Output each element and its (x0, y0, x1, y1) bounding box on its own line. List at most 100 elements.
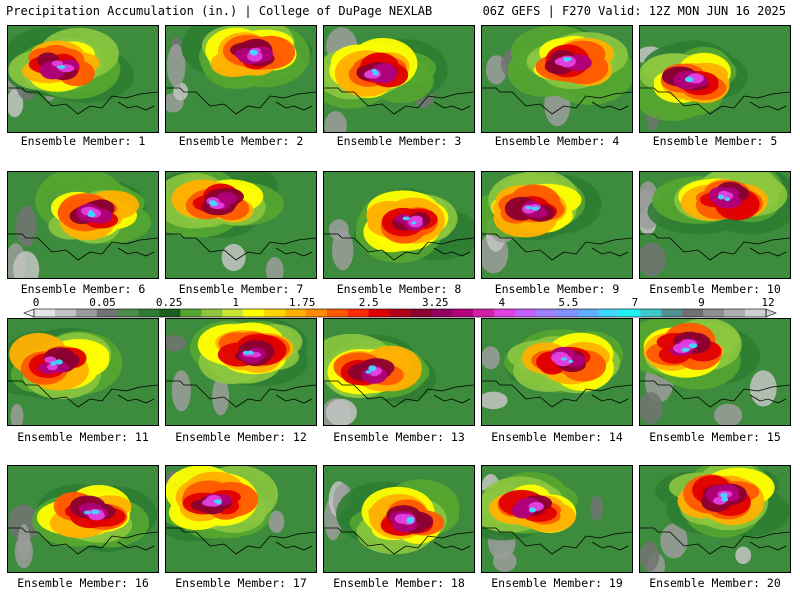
boundary-line (324, 233, 474, 261)
colorbar-segment (75, 309, 98, 317)
ensemble-member-map (7, 25, 159, 133)
ensemble-member-label: Ensemble Member: 17 (175, 576, 307, 590)
ensemble-member-map (7, 318, 159, 426)
colorbar-tick-label: 12 (761, 296, 774, 309)
colorbar-segment (201, 309, 223, 317)
boundary-line (8, 87, 158, 115)
ensemble-member-map (323, 171, 475, 279)
colorbar-tick-label: 0.25 (156, 296, 183, 309)
colorbar-segment (640, 309, 662, 317)
boundary-line (166, 87, 316, 115)
ensemble-member-map (639, 465, 791, 573)
precipitation-field (166, 466, 316, 572)
boundary-line (324, 380, 474, 408)
precipitation-field (324, 26, 474, 132)
ensemble-member-map (7, 171, 159, 279)
colorbar-segment (494, 309, 516, 317)
boundary-line (166, 233, 316, 261)
precipitation-field (640, 319, 790, 425)
colorbar-segment (619, 309, 641, 317)
colorbar-segment (535, 309, 558, 317)
coastline (433, 394, 471, 404)
colorbar-segment (284, 309, 307, 317)
colorbar-segment (347, 309, 370, 317)
ensemble-member-label: Ensemble Member: 19 (491, 576, 623, 590)
coastline (275, 394, 313, 404)
precipitation-field (8, 319, 158, 425)
boundary-line (166, 527, 316, 555)
precipitation-field (166, 319, 316, 425)
coastline (591, 541, 629, 551)
chart-title: Precipitation Accumulation (in.) | Colle… (6, 4, 433, 18)
colorbar-segment (305, 309, 328, 317)
coastline (433, 541, 471, 551)
precipitation-field (482, 319, 632, 425)
ensemble-member-map (639, 25, 791, 133)
ensemble-member-label: Ensemble Member: 9 (494, 282, 620, 296)
coastline (275, 101, 313, 111)
colorbar-max-arrow (765, 308, 777, 318)
boundary-line (640, 380, 790, 408)
ensemble-member-map (481, 25, 633, 133)
boundary-line (166, 380, 316, 408)
ensemble-member-label: Ensemble Member: 16 (17, 576, 149, 590)
precipitation-field (324, 172, 474, 278)
model-run-info: 06Z GEFS | F270 Valid: 12Z MON JUN 16 20… (482, 4, 786, 18)
colorbar-segment (598, 309, 620, 317)
precipitation-field (640, 172, 790, 278)
ensemble-member-label: Ensemble Member: 6 (20, 282, 146, 296)
colorbar-tick-label: 5.5 (558, 296, 578, 309)
precipitation-field (166, 172, 316, 278)
coastline (117, 247, 155, 257)
colorbar-segment (368, 309, 390, 317)
boundary-line (640, 87, 790, 115)
colorbar-segment (264, 309, 286, 317)
ensemble-member-label: Ensemble Member: 5 (652, 134, 778, 148)
colorbar-min-arrow (23, 308, 35, 318)
ensemble-member-map (481, 171, 633, 279)
boundary-line (482, 380, 632, 408)
colorbar-segment (577, 309, 600, 317)
precipitation-field (482, 466, 632, 572)
precipitation-colorbar: 0 0.05 0.25 1 1.75 2.5 3.25 4 5.5 7 9 12 (23, 296, 777, 318)
ensemble-member-map (481, 465, 633, 573)
precipitation-field (640, 466, 790, 572)
coastline (275, 541, 313, 551)
ensemble-member-map (165, 465, 317, 573)
colorbar-segment (661, 309, 683, 317)
boundary-line (482, 233, 632, 261)
colorbar-tick-label: 4 (499, 296, 506, 309)
ensemble-member-label: Ensemble Member: 11 (17, 430, 149, 444)
ensemble-member-label: Ensemble Member: 4 (494, 134, 620, 148)
ensemble-member-label: Ensemble Member: 15 (649, 430, 781, 444)
boundary-line (8, 233, 158, 261)
ensemble-member-map (7, 465, 159, 573)
precipitation-field (8, 26, 158, 132)
ensemble-member-label: Ensemble Member: 13 (333, 430, 465, 444)
coastline (749, 541, 787, 551)
precipitation-field (8, 172, 158, 278)
colorbar-tick-label: 9 (698, 296, 705, 309)
ensemble-member-label: Ensemble Member: 3 (336, 134, 462, 148)
ensemble-member-label: Ensemble Member: 20 (649, 576, 781, 590)
precipitation-field (324, 319, 474, 425)
colorbar-segment (222, 309, 244, 317)
colorbar-segment (389, 309, 411, 317)
colorbar-segment (117, 309, 139, 317)
ensemble-member-label: Ensemble Member: 10 (649, 282, 781, 296)
boundary-line (640, 233, 790, 261)
ensemble-member-label: Ensemble Member: 1 (20, 134, 146, 148)
colorbar-segment (138, 309, 160, 317)
precipitation-field (324, 466, 474, 572)
colorbar-tick-label: 3.25 (422, 296, 449, 309)
boundary-line (640, 527, 790, 555)
ensemble-member-map (165, 171, 317, 279)
colorbar-segment (34, 309, 56, 317)
precipitation-field (482, 26, 632, 132)
ensemble-member-map (323, 465, 475, 573)
colorbar-segment (703, 309, 725, 317)
ensemble-member-map (165, 318, 317, 426)
coastline (117, 541, 155, 551)
colorbar-segment (556, 309, 579, 317)
colorbar-segment (180, 309, 202, 317)
